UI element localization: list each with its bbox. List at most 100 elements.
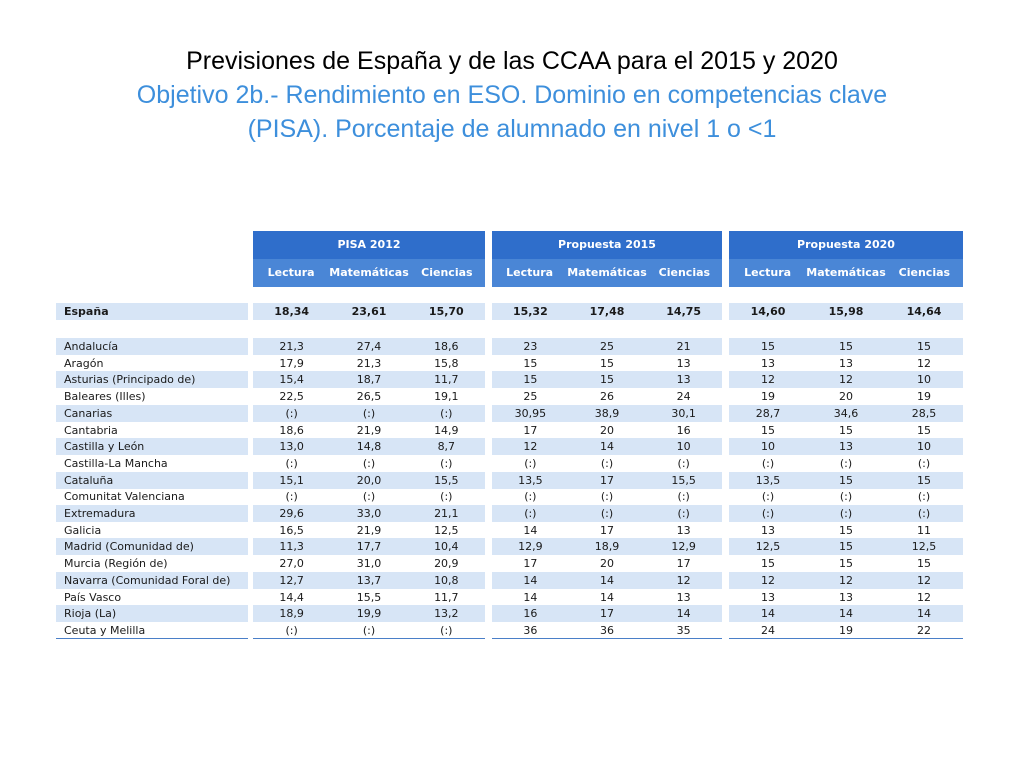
value-cell: 14,4 [279, 590, 304, 604]
value-cell: 13,5 [518, 473, 543, 487]
values-pisa-2012: 12,7 13,7 10,8 [253, 571, 485, 589]
values-propuesta-2020: 13 13 12 [729, 355, 963, 372]
value-cell: 11,7 [434, 590, 459, 604]
region-name: Cataluña [56, 471, 248, 489]
value-cell: 15,70 [428, 305, 464, 318]
values-propuesta-2015: 15 15 13 [492, 371, 722, 389]
region-name: Baleares (Illes) [64, 390, 146, 404]
value-cell: 38,9 [594, 406, 620, 420]
value-cell: 17 [523, 557, 538, 571]
values-pisa-2012: 27,0 31,0 20,9 [253, 555, 485, 572]
value-cell: (:) [761, 456, 775, 470]
value-cell: 17,48 [589, 305, 625, 318]
value-cell: 12,7 [279, 573, 304, 587]
subheader-lectura: Lectura [506, 266, 554, 279]
value-cell: 17 [600, 523, 614, 537]
value-cell: 15 [761, 557, 775, 571]
value-cell: 21,9 [356, 423, 382, 437]
value-cell: 12 [917, 590, 931, 604]
value-cell: 19 [917, 390, 931, 404]
value-cell: (:) [285, 406, 298, 420]
value-cell: 12 [523, 440, 538, 454]
value-cell: 12 [917, 573, 931, 587]
region-name: Galicia [64, 523, 102, 537]
value-cell: (:) [917, 456, 931, 470]
value-cell: (:) [839, 456, 853, 470]
value-cell: 18,34 [274, 305, 310, 318]
values-propuesta-2015: 30,95 38,9 30,1 [492, 404, 722, 422]
value-cell: 12 [761, 373, 775, 387]
values-propuesta-2015: (:) (:) (:) [492, 505, 722, 522]
value-cell: (:) [917, 507, 931, 520]
table-row: Galicia 16,5 21,9 12,5 14 17 13 13 15 11 [56, 522, 963, 539]
value-cell: 14 [523, 590, 538, 604]
slide-subtitle-line-2: (PISA). Porcentaje de alumnado en nivel … [247, 115, 777, 143]
values-propuesta-2015: 23 25 21 [492, 338, 722, 355]
value-cell: 13,0 [279, 440, 304, 454]
value-cell: 15 [839, 557, 853, 571]
values-propuesta-2020: 10 13 10 [729, 438, 963, 456]
values-propuesta-2015: 12 14 10 [492, 438, 722, 456]
values-propuesta-2015: 14 14 12 [492, 571, 722, 589]
value-cell: 15 [917, 473, 931, 487]
value-cell: (:) [440, 623, 453, 637]
value-cell: 17,9 [279, 356, 304, 370]
values-propuesta-2020: 13 13 12 [729, 589, 963, 606]
value-cell: 21,9 [356, 523, 382, 537]
value-cell: 36 [523, 623, 538, 637]
value-cell: 13,2 [434, 607, 459, 621]
value-cell: 13 [676, 356, 691, 370]
value-cell: 27,4 [356, 340, 382, 353]
value-cell: 13 [676, 373, 691, 387]
value-cell: 15 [523, 356, 538, 370]
value-cell: 33,0 [356, 507, 382, 520]
value-cell: 14,9 [434, 423, 459, 437]
region-name: Murcia (Región de) [64, 557, 168, 571]
region-name: Cantabria [64, 423, 118, 437]
value-cell: 14 [600, 440, 614, 454]
value-cell: 15,1 [279, 473, 304, 487]
value-cell: 15 [839, 423, 853, 437]
value-cell: 25 [523, 390, 538, 404]
value-cell: 19 [761, 390, 775, 404]
values-pisa-2012: 14,4 15,5 11,7 [253, 589, 485, 606]
values-pisa-2012: 22,5 26,5 19,1 [253, 388, 485, 405]
value-cell: 15,5 [434, 473, 459, 487]
value-cell: (:) [677, 490, 690, 504]
value-cell: (:) [839, 507, 853, 520]
value-cell: 15,98 [828, 305, 864, 318]
slide-title-block: Previsiones de España y de las CCAA para… [0, 44, 1024, 146]
value-cell: 28,5 [911, 406, 937, 420]
value-cell: (:) [917, 490, 931, 504]
value-cell: (:) [362, 623, 376, 637]
value-cell: 20 [839, 390, 853, 404]
region-name: Rioja (La) [56, 605, 248, 623]
slide-subtitle-line-1: Objetivo 2b.- Rendimiento en ESO. Domini… [136, 81, 888, 109]
values-pisa-2012: (:) (:) (:) [253, 622, 485, 639]
value-cell: 18,9 [279, 607, 304, 621]
value-cell: 14,75 [666, 305, 702, 318]
value-cell: 17 [600, 473, 614, 487]
value-cell: 14 [523, 573, 538, 587]
value-cell: 16 [676, 423, 691, 437]
region-name: Comunitat Valenciana [64, 490, 185, 504]
value-cell: 17,7 [356, 540, 382, 554]
value-cell: 30,1 [671, 406, 696, 420]
value-cell: 34,6 [833, 406, 859, 420]
values-propuesta-2020: 12 12 10 [729, 371, 963, 389]
value-cell: 36 [600, 623, 614, 637]
value-cell: 20,0 [356, 473, 382, 487]
value-cell: 10,4 [434, 540, 459, 554]
values-propuesta-2015: 16 17 14 [492, 605, 722, 623]
region-name: País Vasco [64, 590, 122, 604]
value-cell: 13,7 [356, 573, 382, 587]
value-cell: 10 [761, 440, 775, 454]
table-row: Cantabria 18,6 21,9 14,9 17 20 16 15 15 15 [56, 422, 963, 439]
group-header-pisa-2012: PISA 2012 [253, 231, 485, 259]
value-cell: (:) [600, 490, 614, 504]
subheader-lectura: Lectura [744, 266, 792, 279]
region-name: Aragón [64, 356, 104, 370]
value-cell: 17 [523, 423, 538, 437]
values-pisa-2012: (:) (:) (:) [253, 404, 485, 422]
values-pisa-2012: 16,5 21,9 12,5 [253, 522, 485, 539]
